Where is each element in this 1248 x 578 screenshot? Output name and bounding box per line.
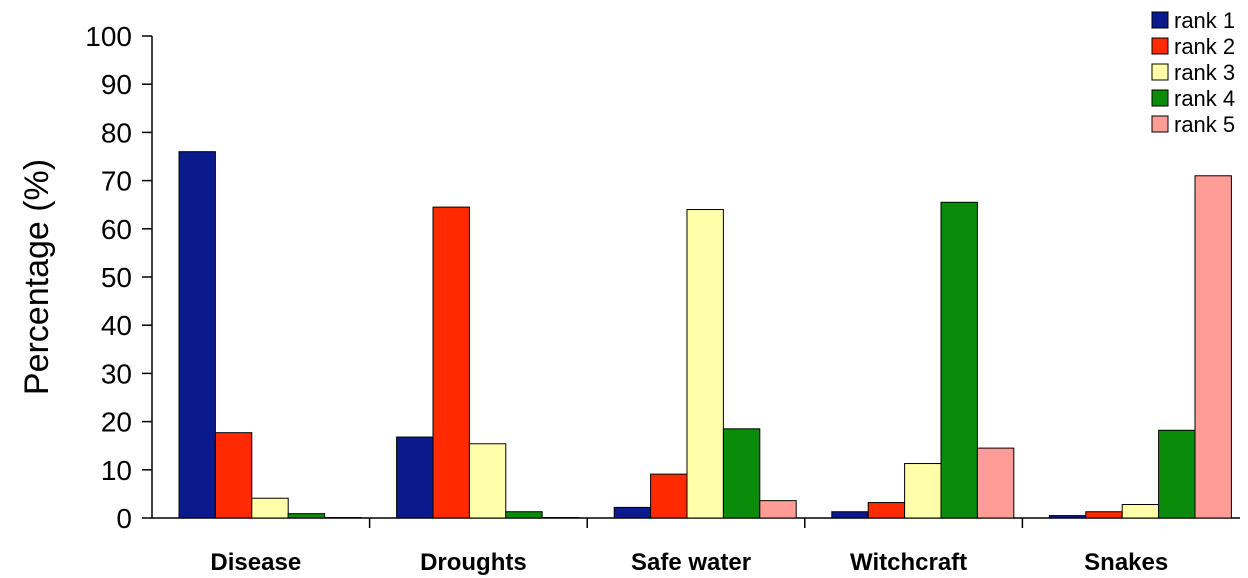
y-tick-label: 50 [101,262,132,293]
bar-rank-1-snakes [1048,515,1087,519]
bar-rank-3-snakes [1121,504,1160,519]
legend-swatch [1151,115,1169,133]
bar-rank-1-droughts [396,436,434,519]
y-tick-label: 0 [116,503,132,534]
y-tick-label: 100 [85,21,132,52]
x-category-label: Witchcraft [850,549,967,576]
bar-rank-4-disease [287,513,326,519]
x-category-label: Droughts [420,549,527,576]
legend-label: rank 5 [1174,112,1235,137]
y-tick-label: 30 [101,358,132,389]
bar-rank-1-safe-water [613,506,652,519]
bar-rank-3-safe-water [686,209,724,519]
bar-rank-2-witchcraft [867,502,906,519]
y-tick-label: 10 [101,455,132,486]
bar-rank-1-disease [178,151,216,519]
bars [178,151,1232,519]
bar-rank-3-droughts [468,443,507,519]
y-axis-ticks: 0 10 20 30 40 50 60 70 80 90 100 [85,21,152,534]
y-tick-label: 80 [101,117,132,148]
legend-swatch [1151,37,1169,55]
bar-rank-1-witchcraft [831,511,869,519]
legend-label: rank 2 [1174,34,1235,59]
legend-swatch [1151,63,1169,81]
y-tick-label: 60 [101,214,132,245]
y-axis-title: Percentage (%) [18,159,56,395]
legend-label: rank 4 [1174,86,1235,111]
legend-label: rank 1 [1174,8,1235,33]
bar-rank-2-droughts [432,206,470,519]
bar-rank-4-witchcraft [940,201,978,519]
bar-rank-4-safe-water [722,428,761,519]
bar-rank-2-safe-water [650,473,688,519]
bar-rank-5-snakes [1194,175,1232,519]
bar-rank-2-disease [214,432,253,519]
bar-rank-5-safe-water [759,500,797,519]
bar-rank-2-snakes [1085,511,1123,519]
bar-rank-4-droughts [505,511,543,519]
y-tick-label: 70 [101,166,132,197]
bar-rank-5-witchcraft [976,447,1015,519]
y-tick-label: 40 [101,310,132,341]
legend-swatch [1151,11,1169,29]
bar-rank-4-snakes [1158,429,1196,519]
y-axis-label-group: Percentage (%) [18,159,56,395]
y-tick-label: 90 [101,69,132,100]
y-tick-label: 20 [101,407,132,438]
legend-label: rank 3 [1174,60,1235,85]
x-category-label: Snakes [1084,549,1168,576]
x-category-label: Disease [210,549,301,576]
x-axis-labels: Disease Droughts Safe water Witchcraft Snake… [210,549,1168,576]
bar-rank-3-disease [251,497,289,519]
x-category-label: Safe water [631,549,751,576]
legend-swatch [1151,89,1169,107]
bar-rank-3-witchcraft [904,463,942,519]
